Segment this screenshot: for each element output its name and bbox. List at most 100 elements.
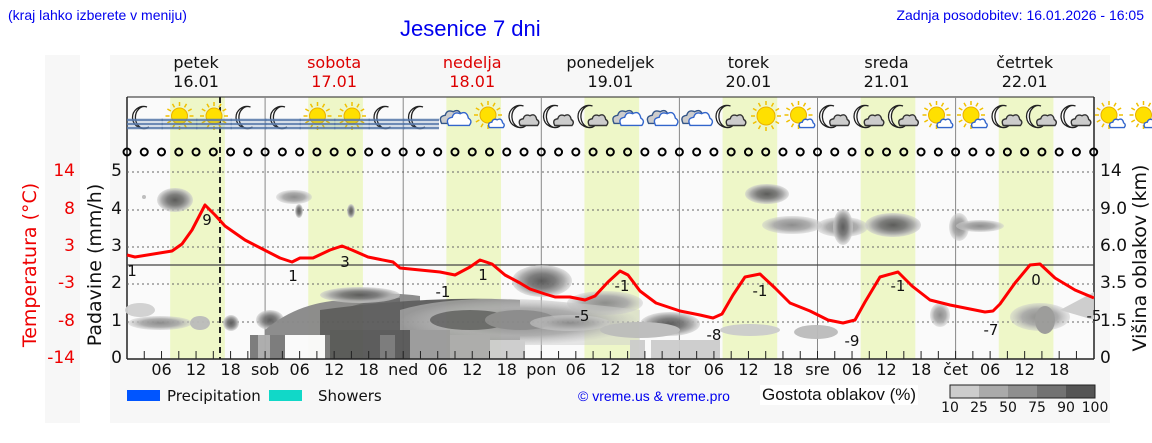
- sun-fog-icon: [299, 102, 336, 130]
- y-tick-label: -3: [58, 273, 75, 293]
- y-tick-label: 6.0: [1100, 236, 1128, 256]
- precip-axis-title: Padavine (mm/h): [84, 183, 106, 347]
- svg-text:9: 9: [202, 211, 212, 229]
- day-label: ponedeljek 19.01: [566, 53, 655, 91]
- moon-cloud-icon: [818, 104, 851, 129]
- svg-text:1: 1: [127, 262, 137, 280]
- x-tick-label: 12: [1014, 360, 1035, 379]
- cloud-density-label: Gostota oblakov (%): [760, 385, 919, 405]
- moon-fog-icon: [265, 105, 301, 130]
- svg-text:-9: -9: [845, 332, 860, 350]
- day-label: petek 16.01: [173, 53, 219, 91]
- sun-cloud-icon: [1095, 101, 1126, 129]
- sun-fog-icon: [196, 102, 232, 130]
- svg-text:0: 0: [1031, 271, 1041, 289]
- x-tick-label: 18: [910, 360, 932, 379]
- x-tick-label: ned: [388, 360, 419, 379]
- moon-cloud-icon: [577, 104, 609, 129]
- sun-cloud-icon: [1129, 101, 1152, 129]
- y-tick-label: -14: [47, 348, 75, 368]
- y-tick-label: 14: [1100, 161, 1122, 181]
- x-tick-label: 18: [1048, 360, 1070, 379]
- moon-cloud-icon: [1025, 104, 1058, 129]
- cloud-icon: [612, 109, 645, 127]
- x-tick-label: 12: [738, 360, 759, 379]
- svg-text:1: 1: [288, 267, 298, 285]
- x-tick-label: 06: [979, 360, 1001, 379]
- cloud-density-scale: [949, 384, 1096, 399]
- svg-text:1: 1: [478, 266, 488, 284]
- svg-text:-1: -1: [436, 283, 451, 301]
- x-tick-label: 18: [496, 360, 517, 379]
- y-tick-label: 3: [111, 236, 122, 256]
- y-tick-label: 9.0: [1100, 199, 1128, 219]
- last-update: Zadnja posodobitev: 16.01.2026 - 16:05: [896, 7, 1144, 23]
- temp-axis-panel: [45, 55, 80, 423]
- svg-text:-5: -5: [1087, 307, 1102, 325]
- showers-legend-label: Showers: [318, 387, 382, 405]
- moon-cloud-icon: [887, 104, 920, 129]
- moon-fog-icon: [230, 105, 267, 130]
- moon-cloud-icon: [853, 104, 885, 129]
- x-minor-ticks: [143, 351, 1077, 359]
- cloud-density-tick: 25: [970, 400, 988, 416]
- cloud-density-tick: 10: [941, 400, 959, 416]
- sun-cloud-icon: [784, 101, 816, 129]
- moon-cloud-icon: [991, 104, 1023, 129]
- wind-marker-row: [122, 147, 1099, 157]
- day-label: sreda 21.01: [863, 53, 910, 91]
- moon-cloud-icon: [715, 104, 747, 129]
- x-tick-label: 18: [220, 360, 241, 379]
- moon-cloud-icon: [508, 104, 540, 129]
- moon-fog-icon: [127, 105, 163, 130]
- svg-text:-7: -7: [984, 321, 999, 339]
- day-label: sobota 17.01: [307, 53, 362, 91]
- x-tick-label: sre: [805, 360, 830, 379]
- y-tick-label: 1.5: [1100, 311, 1128, 331]
- cloud-density-tick: 50: [999, 400, 1017, 416]
- y-tick-label: -8: [58, 311, 75, 331]
- showers-swatch: [269, 390, 302, 401]
- x-tick-label: 12: [323, 360, 345, 379]
- x-tick-label: 12: [876, 360, 897, 379]
- cloud-density-layer: [125, 184, 1094, 359]
- y-tick-label: 14: [53, 161, 75, 181]
- x-tick-label: 06: [565, 360, 586, 379]
- moon-cloud-icon: [542, 104, 575, 129]
- x-tick-label: 06: [151, 360, 172, 379]
- x-tick-label: sob: [250, 360, 280, 379]
- sun-icon: [751, 101, 781, 131]
- svg-text:-5: -5: [575, 307, 590, 325]
- day-label: nedelja 18.01: [442, 53, 502, 91]
- cloud-height-axis-title: Višina oblakov (km): [1129, 164, 1151, 352]
- cloud-density-tick: 75: [1028, 400, 1046, 416]
- x-tick-label: 06: [289, 360, 310, 379]
- x-tick-label: 18: [358, 360, 379, 379]
- temperature-annotations: 1 9 1 3 -1 1 -5 -1 -8 -1 -9 -1 -7 0 -5: [127, 211, 1101, 350]
- y-tick-label: 0: [111, 348, 122, 368]
- moon-fog-icon: [368, 105, 405, 130]
- x-tick-label: pon: [526, 360, 557, 379]
- x-tick-label: 18: [634, 360, 656, 379]
- day-label: četrtek 22.01: [996, 53, 1054, 91]
- y-tick-label: 4: [111, 199, 122, 219]
- svg-text:-1: -1: [753, 282, 768, 300]
- y-tick-label: 8: [64, 199, 75, 219]
- svg-text:-8: -8: [707, 326, 722, 344]
- weather-icons-row: [127, 101, 1152, 131]
- y-tick-label: 3.5: [1100, 273, 1128, 293]
- y-tick-label: 1: [111, 311, 122, 331]
- temperature-line: [126, 203, 1095, 325]
- sun-cloud-icon: [474, 101, 505, 129]
- svg-text:-1: -1: [615, 277, 630, 295]
- cloud-icon: [439, 109, 472, 127]
- x-tick-label: 12: [462, 360, 483, 379]
- page-title: Jesenice 7 dni: [400, 16, 541, 41]
- y-tick-label: 5: [111, 161, 122, 181]
- copyright-link[interactable]: © vreme.us & vreme.pro: [578, 388, 730, 404]
- sun-cloud-icon: [957, 101, 988, 129]
- sun-fog-icon: [334, 102, 370, 130]
- precipitation-swatch: [127, 390, 160, 401]
